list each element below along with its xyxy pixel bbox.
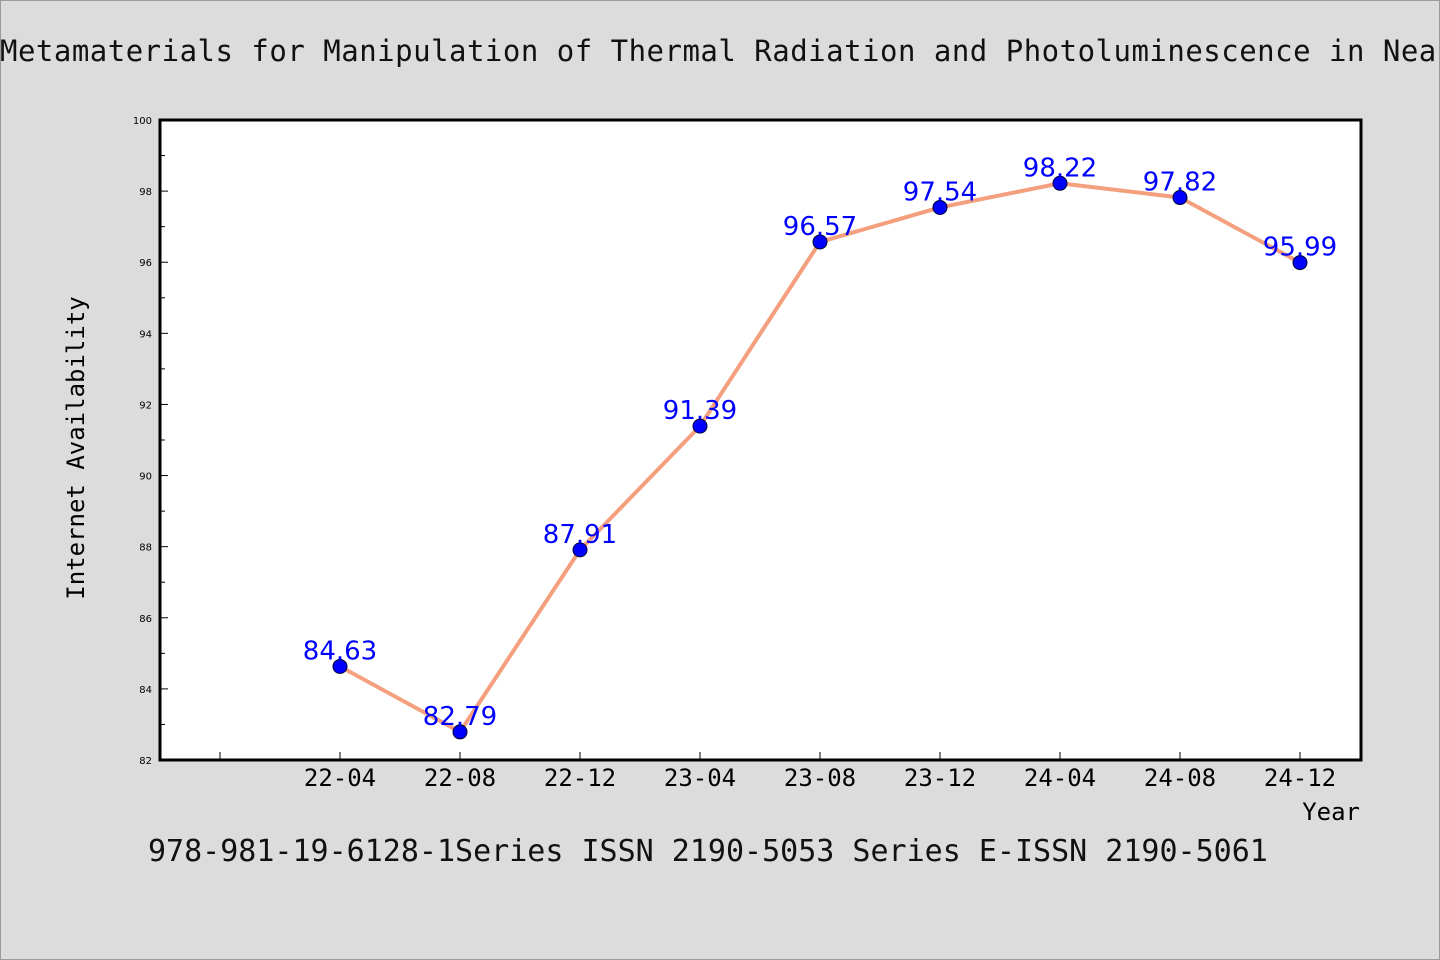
y-tick-label: 90 bbox=[139, 472, 152, 483]
data-label: 97.82 bbox=[1143, 168, 1217, 198]
y-tick-label: 92 bbox=[139, 400, 152, 411]
y-axis: 82 84 86 88 90 92 94 96 98 100 bbox=[133, 116, 168, 767]
x-tick-label: 22-12 bbox=[544, 764, 616, 792]
data-point bbox=[452, 724, 468, 740]
y-tick-label: 86 bbox=[139, 614, 152, 625]
x-tick-label: 23-08 bbox=[784, 764, 856, 792]
data-label: 84.63 bbox=[303, 636, 377, 666]
y-axis-label: Internet Availability bbox=[62, 296, 90, 599]
chart-title: Metamaterials for Manipulation of Therma… bbox=[0, 34, 1440, 68]
data-point bbox=[572, 542, 588, 558]
y-tick-label: 100 bbox=[133, 116, 152, 127]
footer-isbn-text: 978-981-19-6128-1Series ISSN 2190-5053 S… bbox=[148, 834, 1268, 869]
data-label: 87.91 bbox=[543, 520, 617, 550]
y-tick-label: 96 bbox=[139, 258, 152, 269]
y-tick-label: 84 bbox=[139, 685, 152, 696]
data-label: 82.79 bbox=[423, 702, 497, 732]
series-markers bbox=[332, 175, 1308, 740]
x-tick-label: 24-08 bbox=[1144, 764, 1216, 792]
y-tick-label: 82 bbox=[139, 756, 152, 767]
data-point bbox=[332, 658, 348, 674]
x-tick-label: 23-12 bbox=[904, 764, 976, 792]
x-axis-label: Year bbox=[1302, 798, 1360, 826]
x-tick-label: 22-04 bbox=[304, 764, 376, 792]
data-point bbox=[692, 418, 708, 434]
y-tick-label: 98 bbox=[139, 187, 152, 198]
x-tick-label: 23-04 bbox=[664, 764, 736, 792]
y-tick-label: 88 bbox=[139, 543, 152, 554]
data-label: 96.57 bbox=[783, 212, 857, 242]
data-point bbox=[1172, 190, 1188, 206]
data-point bbox=[932, 199, 948, 215]
data-label: 97.54 bbox=[903, 177, 977, 207]
x-tick-label: 22-08 bbox=[424, 764, 496, 792]
x-tick-label: 24-04 bbox=[1024, 764, 1096, 792]
data-labels: 84.63 82.79 87.91 91.39 96.57 97.54 98.22 97.82… bbox=[303, 153, 1337, 732]
data-point bbox=[812, 234, 828, 250]
plot-area bbox=[158, 118, 1363, 762]
x-tick-label: 24-12 bbox=[1264, 764, 1336, 792]
data-label: 95.99 bbox=[1263, 233, 1337, 263]
data-point bbox=[1052, 175, 1068, 191]
y-tick-label: 94 bbox=[139, 329, 152, 340]
data-label: 98.22 bbox=[1023, 153, 1097, 183]
data-point bbox=[1292, 255, 1308, 271]
x-axis: 22-04 22-08 22-12 23-04 23-08 23-12 24-04 24-08… bbox=[219, 752, 1336, 792]
data-label: 91.39 bbox=[663, 396, 737, 426]
